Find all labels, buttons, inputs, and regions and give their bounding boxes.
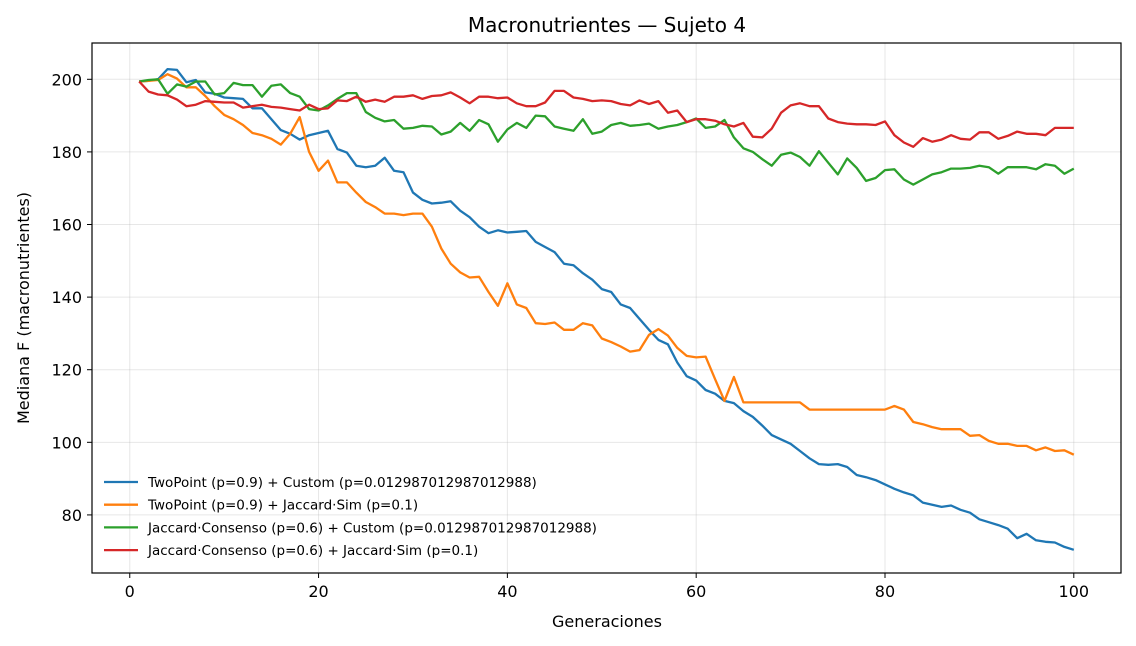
plot-frame: [91, 42, 1122, 574]
y-axis: 80 100 120 140 160 180 200: [51, 70, 92, 525]
x-tick-label-5: 100: [1059, 582, 1090, 601]
x-axis: 0 20 40 60 80 100: [125, 573, 1089, 601]
x-tick-label-3: 60: [686, 582, 706, 601]
legend-label-2: Jaccard·Consenso (p=0.6) + Custom (p=0.0…: [147, 520, 597, 536]
y-tick-label-1: 100: [51, 433, 82, 452]
x-tick-label-4: 80: [875, 582, 895, 601]
series-layer: [138, 67, 1075, 551]
x-tick-label-2: 40: [497, 582, 517, 601]
y-axis-title: Mediana F (macronutrientes): [14, 192, 33, 424]
series-line-2: [139, 78, 1075, 186]
x-tick-label-0: 0: [125, 582, 135, 601]
legend-label-3: Jaccard·Consenso (p=0.6) + Jaccard·Sim (…: [147, 543, 478, 559]
series-line-1: [139, 73, 1075, 456]
y-tick-label-5: 180: [51, 143, 82, 162]
legend-label-0: TwoPoint (p=0.9) + Custom (p=0.012987012…: [147, 475, 537, 491]
grid: [92, 43, 1121, 573]
legend-label-1: TwoPoint (p=0.9) + Jaccard·Sim (p=0.1): [147, 498, 418, 514]
y-tick-label-2: 120: [51, 361, 82, 380]
y-tick-label-0: 80: [62, 506, 82, 525]
x-axis-title: Generaciones: [552, 612, 662, 631]
y-tick-label-4: 160: [51, 216, 82, 235]
series-line-3: [138, 80, 1074, 148]
y-tick-label-3: 140: [51, 288, 82, 307]
chart-title: Macronutrientes — Sujeto 4: [468, 13, 746, 37]
series-line-0: [139, 67, 1075, 551]
y-tick-label-6: 200: [51, 70, 82, 89]
x-tick-label-1: 20: [308, 582, 328, 601]
legend: TwoPoint (p=0.9) + Custom (p=0.012987012…: [104, 475, 597, 559]
